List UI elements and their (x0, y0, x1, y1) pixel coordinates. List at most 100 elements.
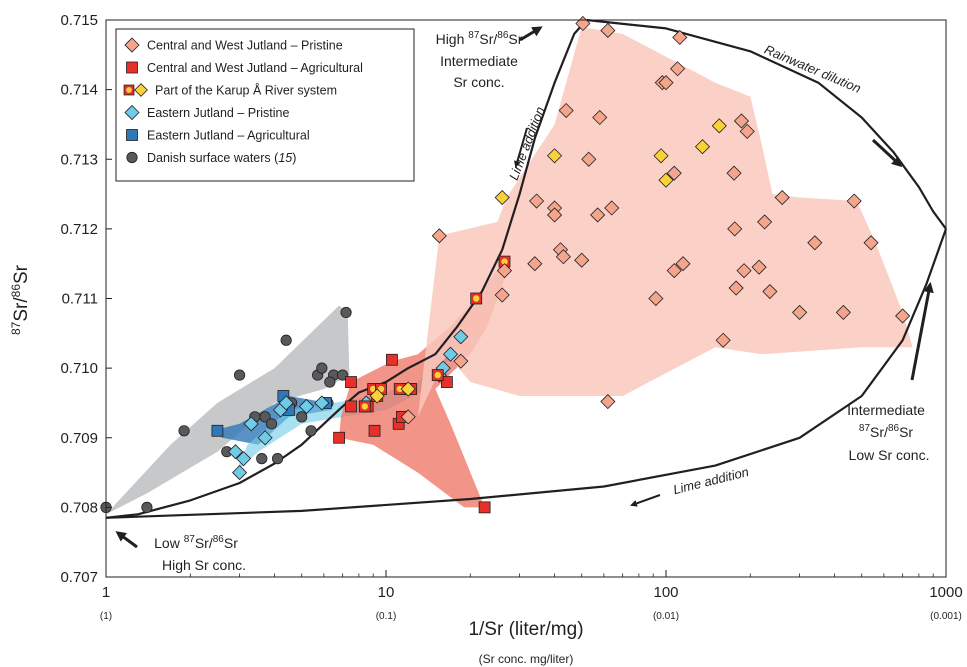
data-point-circle (296, 411, 308, 423)
y-tick-label: 0.713 (60, 151, 98, 168)
data-point-square (478, 501, 491, 514)
data-point-diamond (736, 263, 752, 279)
data-point-karup-diamond (547, 148, 563, 164)
legend-label-end: ) (292, 151, 296, 165)
y-tick-label: 0.707 (60, 569, 98, 586)
legend-item: Eastern Jutland – Pristine (124, 104, 289, 121)
data-point-diamond (555, 249, 571, 265)
legend-label-text: Eastern Jutland – Agricultural (147, 129, 310, 143)
data-point-karup-diamond (653, 148, 669, 164)
series-6 (400, 15, 911, 425)
legend-marker-diamond (124, 37, 140, 53)
legend-item: Eastern Jutland – Agricultural (126, 129, 310, 143)
y-title-mid: Sr/ (11, 297, 32, 322)
legend-label-ref: 15 (278, 151, 292, 165)
x-tick-sublabel: (0.1) (376, 611, 397, 622)
data-point-square (211, 424, 224, 437)
legend-item: Central and West Jutland – Agricultural (126, 61, 363, 75)
annotation-high-sr: High Sr conc. (162, 557, 246, 573)
data-point-diamond (604, 200, 620, 216)
data-point-square (345, 376, 357, 388)
data-point-diamond (675, 256, 691, 272)
annotation-lime-addition-lower: Lime addition (672, 464, 751, 497)
data-point-circle (265, 418, 278, 430)
karup-square-inner (473, 295, 480, 302)
data-point-square (440, 376, 453, 388)
y-tick-label: 0.715 (60, 12, 98, 29)
data-point-diamond (453, 353, 469, 369)
legend-item: Danish surface waters (15) (126, 151, 296, 165)
karup-square-inner (396, 385, 403, 393)
legend-label: Eastern Jutland – Pristine (147, 106, 289, 120)
annotation-rainwater-dilution: Rainwater dilution (762, 42, 863, 96)
data-point-diamond (715, 332, 731, 348)
data-point-diamond (547, 207, 563, 223)
data-point-diamond (574, 252, 590, 268)
y-axis: 0.707 0.708 0.709 0.710 0.711 0.712 0.713 0.714… (60, 12, 112, 586)
data-point-square (345, 400, 357, 413)
data-point-diamond (658, 75, 674, 91)
data-point-karup-diamond (400, 381, 416, 397)
legend-label-text: Central and West Jutland – Agricultural (147, 61, 363, 75)
legend-box (115, 28, 415, 182)
data-point-karup-diamond (711, 118, 727, 134)
arrow-low-ratio (115, 531, 138, 549)
karup-square-inner (434, 371, 441, 379)
x-tick-sublabel: (1) (100, 611, 112, 622)
legend-label-text: Eastern Jutland – Pristine (147, 106, 289, 120)
data-point-diamond (666, 263, 682, 279)
legend-label: Part of the Karup Å River system (155, 83, 337, 98)
data-point-diamond (431, 228, 447, 244)
envelope-bottom-curve (105, 228, 948, 519)
karup-square-inner (361, 403, 368, 410)
karup-square-inner (377, 385, 385, 393)
data-point-karup-square (358, 400, 371, 413)
data-point-diamond (648, 290, 664, 307)
data-point-diamond (400, 409, 416, 425)
karup-square-inner (501, 258, 508, 265)
series-0 (100, 306, 352, 513)
data-point-karup-square (498, 255, 511, 268)
legend-label: Central and West Jutland – Pristine (147, 39, 343, 53)
data-point-circle (271, 453, 284, 465)
data-point-karup-diamond (658, 172, 674, 188)
x-axis: 1 (1) 10 (0.1) 100 (0.01) 1000 (0.001) (100, 570, 963, 622)
x-tick-label: 100 (653, 584, 678, 601)
x-tick-label: 10 (378, 584, 395, 601)
data-point-diamond (227, 444, 244, 460)
y-tick-label: 0.709 (60, 430, 98, 447)
x-tick-label: 1 (102, 584, 110, 601)
data-point-diamond (442, 346, 459, 362)
arrow-rainwater (871, 138, 903, 168)
data-point-diamond (727, 221, 743, 237)
data-point-diamond (757, 214, 773, 230)
data-point-diamond (314, 395, 330, 411)
annotation-sr-conc: Sr conc. (453, 74, 504, 90)
data-point-circle (259, 411, 271, 423)
envelope-upper-right-curve (586, 18, 947, 230)
data-point-diamond (762, 283, 778, 300)
y-axis-title: 87Sr/86Sr (9, 264, 32, 335)
legend-item: Part of the Karup Å River system (123, 83, 337, 98)
data-point-circle (178, 425, 190, 437)
data-point-diamond (846, 193, 862, 209)
data-point-diamond (592, 109, 608, 126)
data-point-diamond (257, 430, 273, 446)
data-point-diamond (666, 165, 682, 181)
data-point-diamond (527, 256, 543, 272)
data-point-karup-diamond (494, 189, 510, 206)
data-point-karup-square (431, 369, 444, 381)
legend-label-text: Danish surface waters ( (147, 151, 279, 165)
data-point-karup-diamond (369, 388, 385, 404)
y-tick-label: 0.708 (60, 499, 98, 516)
legend-label-text: Central and West Jutland – Pristine (147, 39, 343, 53)
karup-square-inner (369, 385, 377, 393)
data-point-diamond (600, 393, 616, 410)
data-point-karup-diamond (694, 139, 711, 155)
envelope-upper-left-curve (105, 19, 588, 519)
arrow-high-ratio (519, 26, 543, 42)
central-west-pristine-region (417, 27, 913, 417)
karup-square-inner (126, 87, 132, 93)
data-point-diamond (792, 304, 808, 320)
data-point-diamond (236, 451, 252, 467)
